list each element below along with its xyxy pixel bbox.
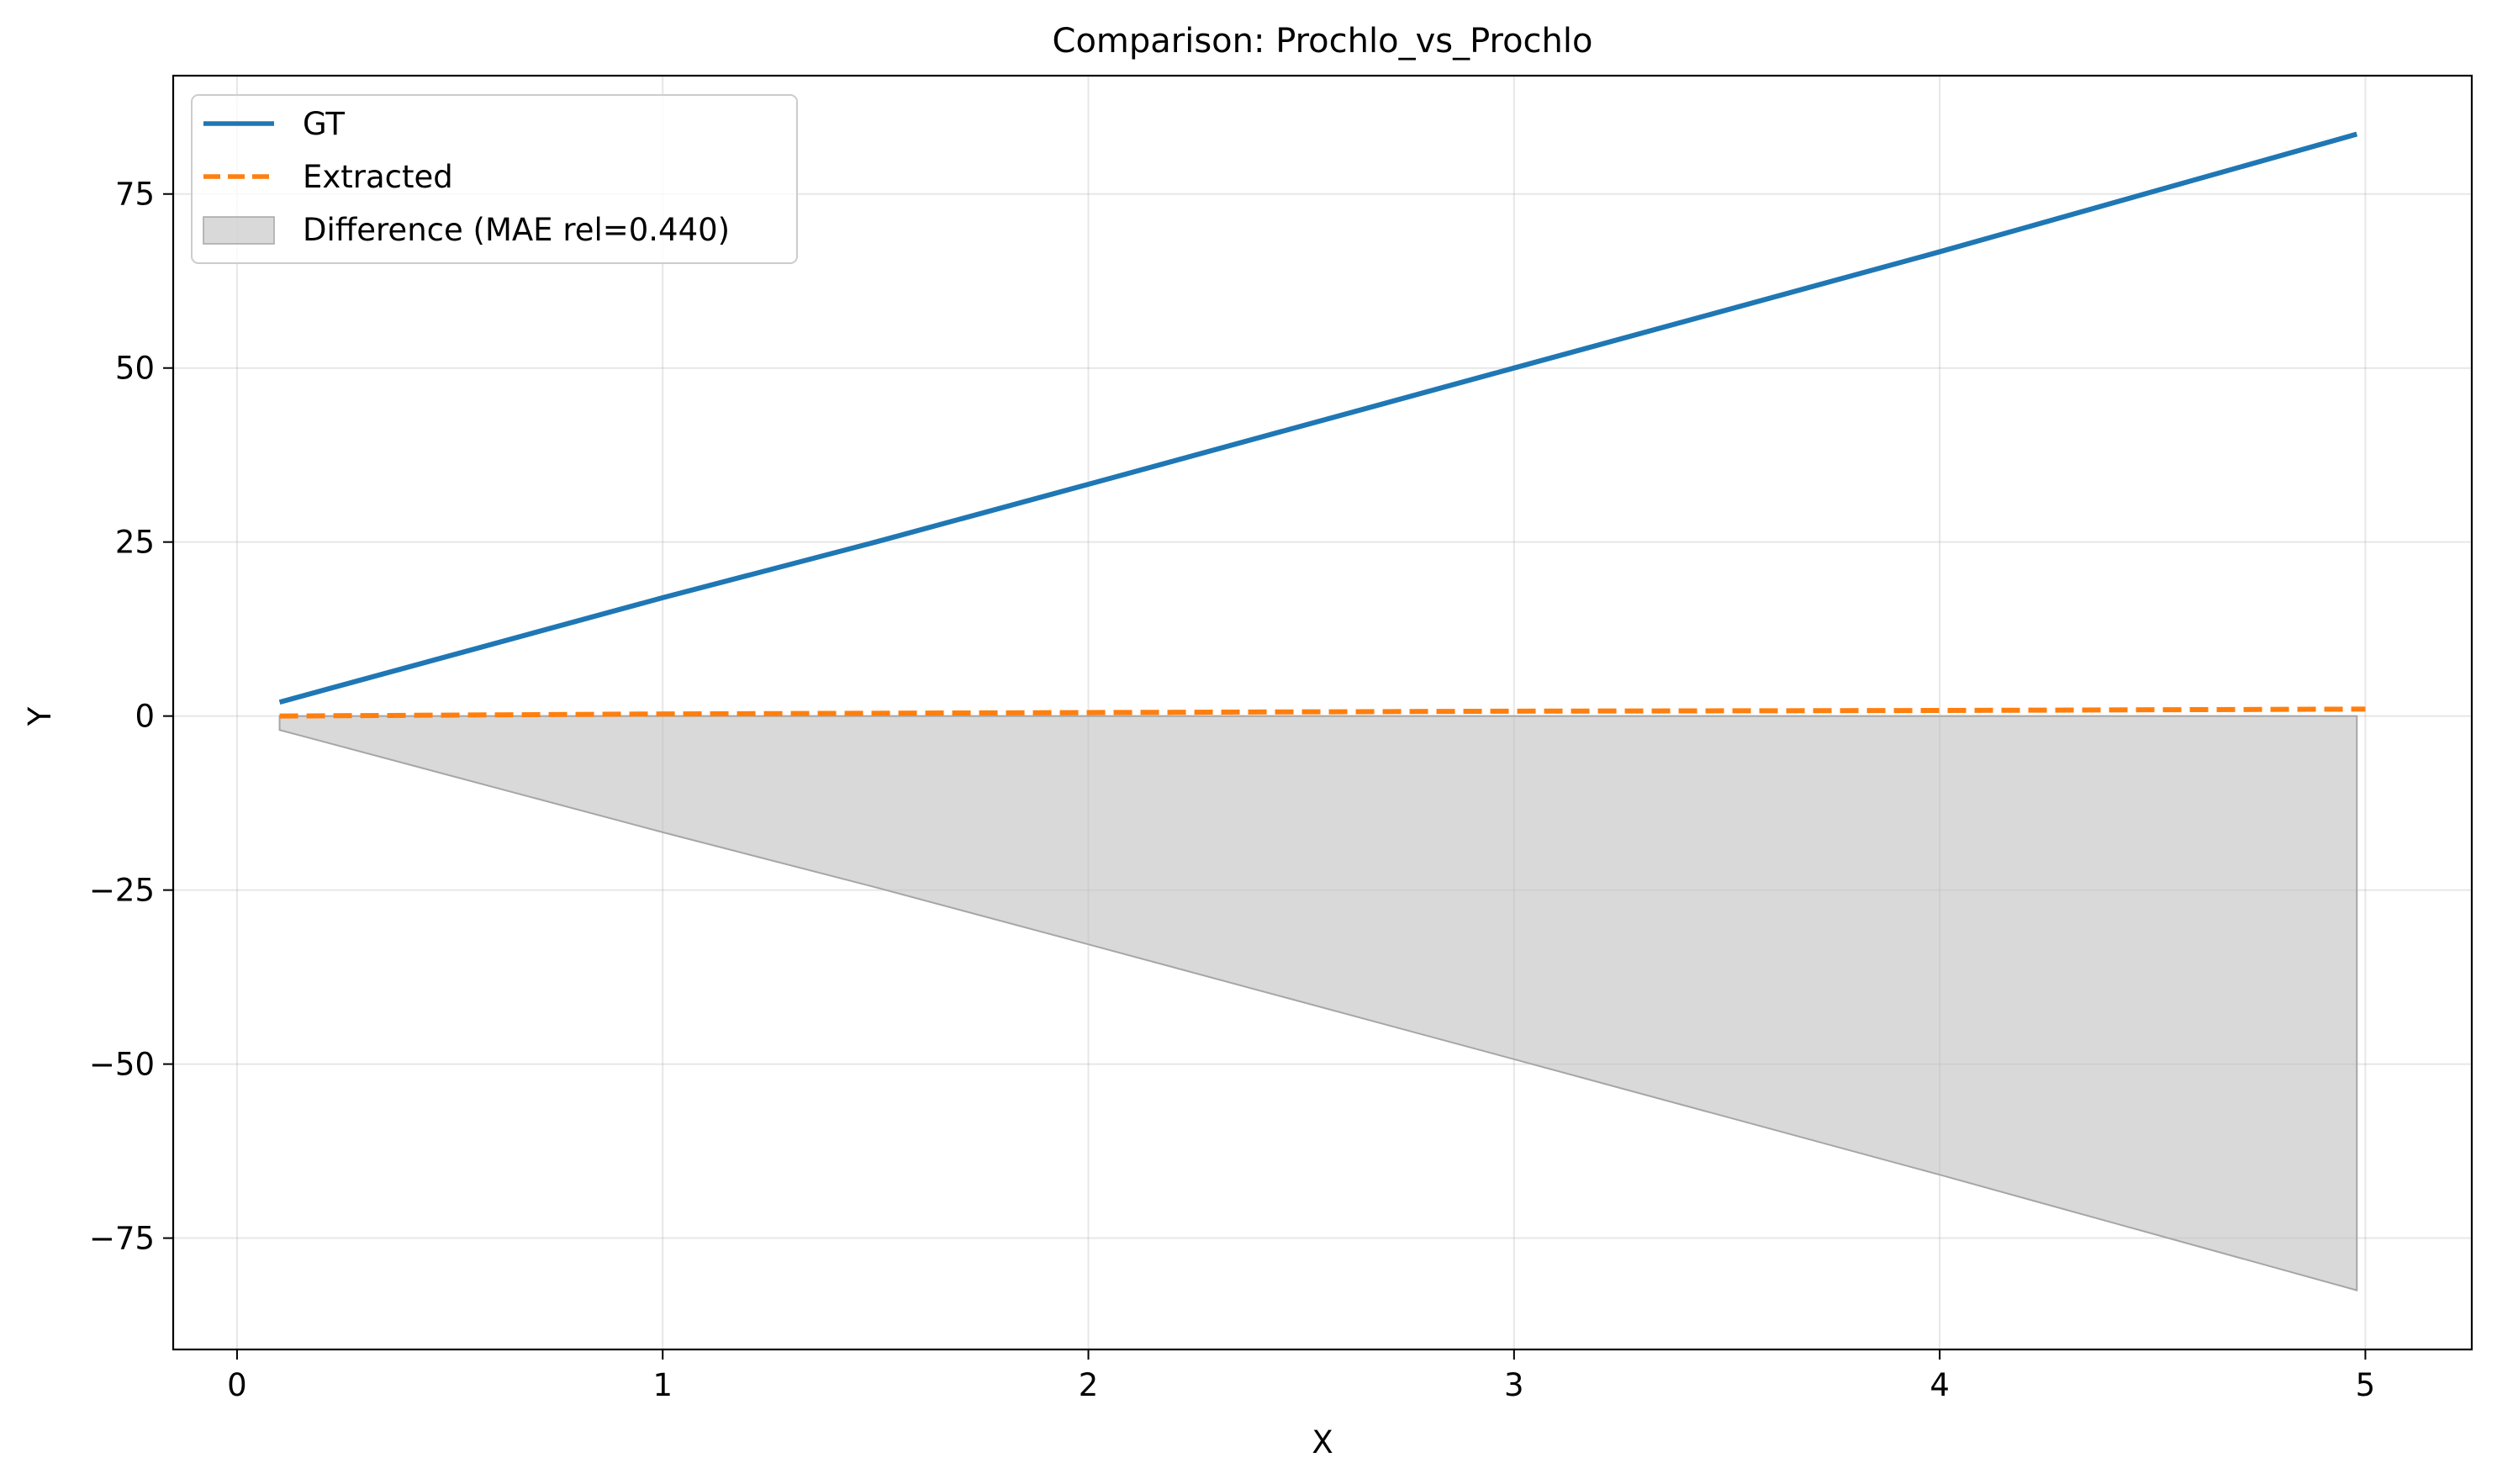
y-axis-ticks: 75 50 25 0 −25 −50 −75: [89, 177, 173, 1257]
series-layer: [278, 131, 2366, 719]
x-axis-ticks: 0 1 2 3 4 5: [227, 1349, 2375, 1403]
legend-difference-label: Difference (MAE rel=0.440): [303, 212, 730, 248]
legend-gt-label: GT: [303, 106, 345, 142]
y-tick-label: −50: [89, 1047, 155, 1083]
x-axis-label: X: [1312, 1424, 1333, 1460]
chart-title: Comparison: Prochlo_vs_Prochlo: [1053, 22, 1593, 61]
difference-area: [278, 715, 2358, 1291]
legend-difference-swatch: [203, 216, 275, 245]
x-tick-label: 2: [1079, 1367, 1099, 1403]
x-tick-label: 4: [1930, 1367, 1950, 1403]
plot-frame: [172, 74, 2473, 1351]
x-tick-label: 5: [2356, 1367, 2376, 1403]
y-tick-label: 50: [115, 351, 155, 387]
difference-area-layer: [278, 715, 2358, 1291]
y-tick-label: 25: [115, 525, 155, 561]
legend-extracted-label: Extracted: [303, 159, 453, 195]
legend-box: [191, 94, 798, 264]
x-tick-label: 0: [227, 1367, 247, 1403]
legend: GT Extracted Difference (MAE rel=0.440): [191, 94, 798, 264]
y-tick-label: −25: [89, 873, 155, 909]
y-tick-label: −75: [89, 1221, 155, 1257]
gt-line: [278, 131, 2358, 705]
y-axis-label: Y: [22, 706, 58, 726]
x-tick-label: 1: [652, 1367, 673, 1403]
y-tick-label: 75: [115, 177, 155, 213]
extracted-line: [279, 706, 2366, 719]
y-tick-label: 0: [135, 699, 155, 735]
x-tick-label: 3: [1504, 1367, 1524, 1403]
